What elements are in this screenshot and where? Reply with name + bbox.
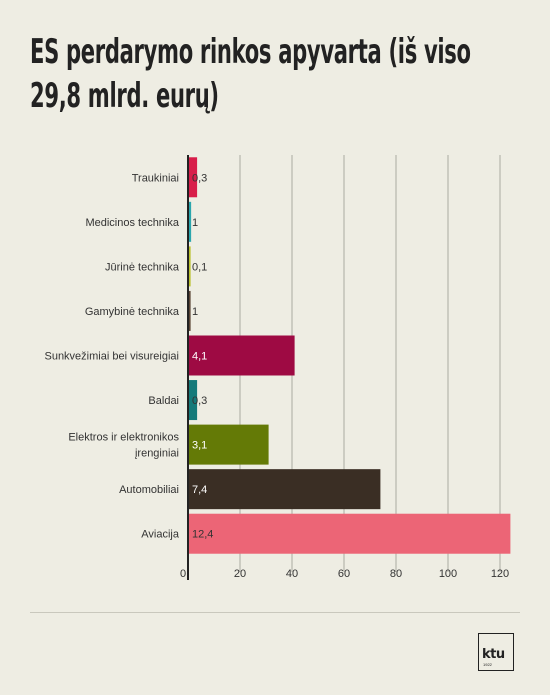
category-label: įrenginiai: [135, 448, 179, 460]
bar: [188, 290, 191, 331]
data-label: 12,4: [192, 529, 213, 541]
data-label: 1: [192, 217, 198, 229]
x-tick-label: 60: [338, 568, 350, 580]
bar: [188, 201, 192, 242]
data-label: 1: [192, 306, 198, 318]
bar: [188, 424, 269, 465]
bar: [188, 157, 198, 198]
category-label: Aviacija: [141, 529, 180, 541]
data-label: 7,4: [192, 484, 207, 496]
footer-divider: [30, 612, 520, 613]
category-label: Sunkvežimiai bei visureigiai: [44, 351, 179, 363]
data-label: 0,3: [192, 172, 207, 184]
bar: [188, 380, 198, 421]
x-tick-label: 120: [491, 568, 509, 580]
bar: [188, 246, 191, 287]
logo-subtext: 1922: [483, 662, 492, 667]
logo-text: ktu: [482, 647, 505, 662]
category-label: Elektros ir elektronikos: [68, 432, 179, 444]
category-label: Jūrinė technika: [105, 261, 180, 273]
data-label: 3,1: [192, 440, 207, 452]
x-tick-label: 100: [439, 568, 457, 580]
category-label: Traukiniai: [132, 172, 179, 184]
bar: [188, 513, 511, 554]
category-label: Gamybinė technika: [85, 306, 180, 318]
chart-title: ES perdarymo rinkos apyvarta (iš viso 29…: [30, 32, 471, 116]
data-label: 4,1: [192, 351, 207, 363]
category-label: Baldai: [148, 395, 179, 407]
data-label: 0,1: [192, 261, 207, 273]
category-label: Automobiliai: [119, 484, 179, 496]
data-label: 0,3: [192, 395, 207, 407]
ktu-logo: ktu 1922: [478, 633, 514, 671]
x-tick-label: 80: [390, 568, 402, 580]
x-tick-label: 20: [234, 568, 246, 580]
category-label: Medicinos technika: [85, 217, 179, 229]
bar: [188, 469, 381, 510]
bar: [188, 335, 295, 376]
x-tick-label: 40: [286, 568, 298, 580]
x-tick-label: 0: [180, 568, 186, 580]
